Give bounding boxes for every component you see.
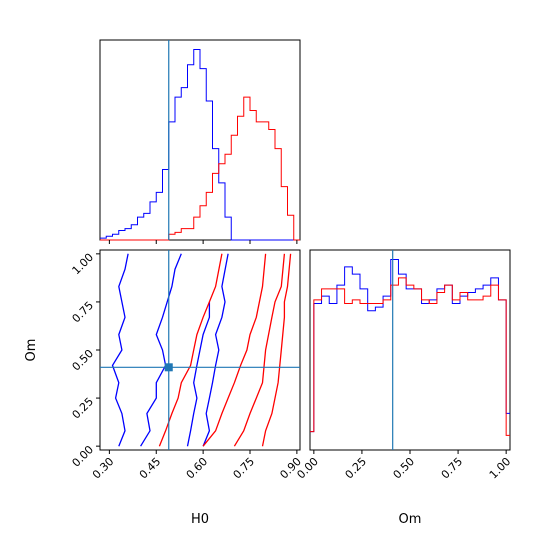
hist-Om-series-blue	[310, 259, 510, 433]
contour-x-tick-label-1: 0.45	[137, 455, 164, 482]
contour-red-level-1	[202, 253, 267, 447]
hist-om-frame	[309, 249, 511, 451]
contour-blue-level-1	[140, 253, 182, 447]
hist-om-x-tick-label-2: 0.50	[391, 455, 418, 482]
contour-y-tick-label-0: 0.00	[70, 443, 97, 470]
hist-H0-series-red	[100, 96, 300, 241]
hist-om-x-tick-label-3: 0.75	[439, 455, 466, 482]
contour-y-tick-label-1: 0.25	[70, 395, 97, 422]
contour-y-tick-label-2: 0.50	[70, 347, 97, 374]
x-axis-label-h0: H0	[191, 512, 209, 527]
contour-blue-level-3	[202, 253, 229, 447]
contour-x-tick-label-0: 0.30	[90, 455, 117, 482]
contour-blue-level-0	[111, 253, 129, 447]
hist-om-x-tick-label-4: 1.00	[487, 455, 514, 482]
x-axis-label-om: Om	[399, 512, 422, 527]
hist-om-x-tick-label-1: 0.25	[343, 455, 370, 482]
contour-x-tick-label-3: 0.75	[231, 455, 258, 482]
hist-H0-series-blue	[100, 49, 300, 241]
contour-x-tick-label-2: 0.60	[184, 455, 211, 482]
contour-blue-level-2	[186, 301, 211, 447]
truth-point	[164, 363, 173, 372]
hist-h0-frame	[99, 39, 301, 241]
contour-red-level-3	[261, 253, 292, 447]
contour-red-level-0	[158, 253, 223, 447]
y-axis-label-om: Om	[24, 339, 39, 362]
contour-y-tick-label-4: 1.00	[70, 251, 97, 278]
hist-Om-series-red	[310, 277, 510, 436]
contour-red-level-2	[233, 253, 286, 447]
contour-y-tick-label-3: 0.75	[70, 299, 97, 326]
